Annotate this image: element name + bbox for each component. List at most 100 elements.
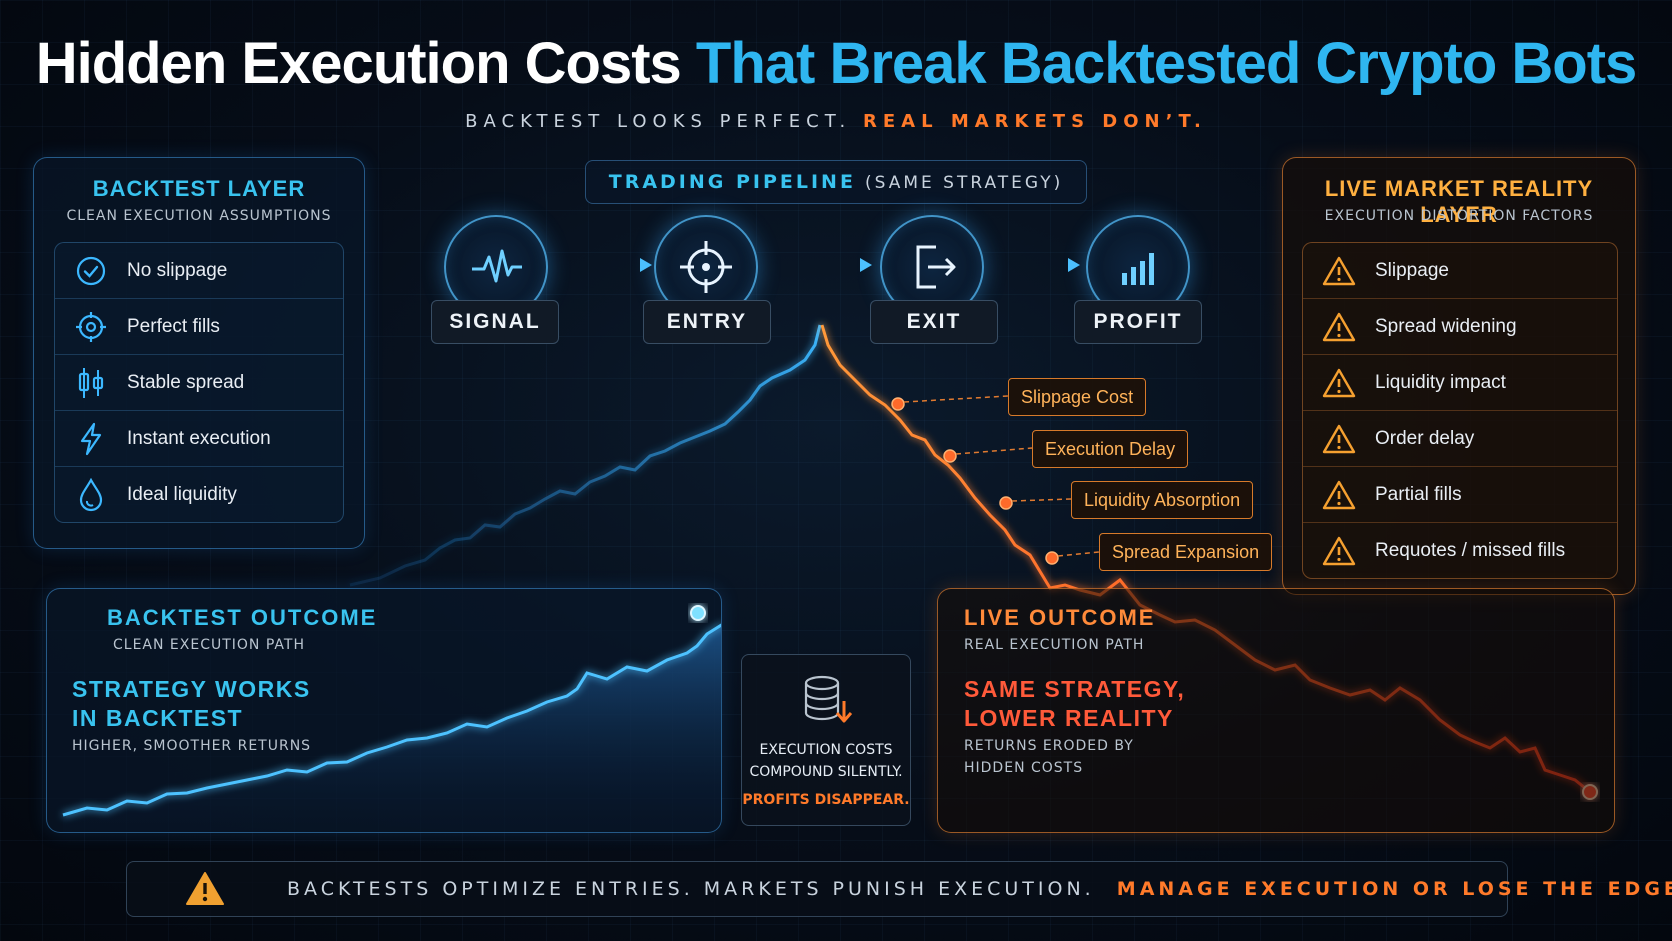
callout-marker <box>1045 551 1059 565</box>
callout-connector <box>955 447 1033 455</box>
callout-slippage-cost: Slippage Cost <box>1008 378 1147 416</box>
list-item-label: Spread widening <box>1375 315 1517 337</box>
callout-execution-delay: Execution Delay <box>1032 430 1189 468</box>
footer-banner: BACKTESTS OPTIMIZE ENTRIES. MARKETS PUNI… <box>126 861 1672 917</box>
page-title: Hidden Execution Costs That Break Backte… <box>0 30 1672 97</box>
list-item: Spread widening <box>1303 298 1617 354</box>
statement-line1: STRATEGY WORKS <box>72 676 311 702</box>
live-outcome-subheading: REAL EXECUTION PATH <box>964 637 1145 653</box>
candlestick-icon <box>73 365 109 401</box>
title-part2: That Break Backtested Crypto Bots <box>695 31 1637 96</box>
center-note-line2: COMPOUND SILENTLY. <box>749 764 903 780</box>
pipeline-arrow <box>860 258 872 272</box>
list-item-label: Instant execution <box>127 427 271 449</box>
callout-marker <box>943 449 957 463</box>
pipeline-arrow <box>1068 258 1080 272</box>
list-item-label: Requotes / missed fills <box>1375 539 1566 561</box>
footer-text-part1: BACKTESTS OPTIMIZE ENTRIES. MARKETS PUNI… <box>287 878 1095 900</box>
backtest-layer-panel: BACKTEST LAYER CLEAN EXECUTION ASSUMPTIO… <box>33 157 365 549</box>
list-item: Liquidity impact <box>1303 354 1617 410</box>
stage-label-signal: SIGNAL <box>431 300 559 344</box>
live-outcome-statement: SAME STRATEGY, LOWER REALITY <box>964 675 1185 733</box>
statement-line2: LOWER REALITY <box>964 705 1174 731</box>
callout-spread-expansion: Spread Expansion <box>1099 533 1273 571</box>
backtest-outcome-chart <box>62 605 721 832</box>
backtest-layer-heading: BACKTEST LAYER <box>92 176 306 201</box>
statement-line1: SAME STRATEGY, <box>964 676 1186 702</box>
footer-text: BACKTESTS OPTIMIZE ENTRIES. MARKETS PUNI… <box>287 862 1672 916</box>
pipeline-title: TRADING PIPELINE <box>608 171 856 193</box>
note-line2: HIDDEN COSTS <box>964 760 1084 776</box>
live-outcome-note: RETURNS ERODED BY HIDDEN COSTS <box>964 735 1134 779</box>
distortion-factors-list: Slippage Spread widening Liquidity impac… <box>1302 242 1618 579</box>
warning-icon <box>1321 477 1357 513</box>
live-outcome-panel: LIVE OUTCOME REAL EXECUTION PATH SAME ST… <box>937 588 1615 833</box>
droplet-icon <box>73 477 109 513</box>
live-layer-subheading: EXECUTION DISTORTION FACTORS <box>1324 208 1594 224</box>
list-item-label: Perfect fills <box>127 315 220 337</box>
list-item: Order delay <box>1303 410 1617 466</box>
list-item-label: Order delay <box>1375 427 1475 449</box>
callout-connector <box>1011 498 1072 502</box>
backtest-outcome-panel: BACKTEST OUTCOME CLEAN EXECUTION PATH ST… <box>46 588 722 833</box>
warning-icon <box>1321 309 1357 345</box>
statement-line2: IN BACKTEST <box>72 705 244 731</box>
list-item: Instant execution <box>55 410 343 466</box>
pipeline-label: TRADING PIPELINE (SAME STRATEGY) <box>585 160 1087 204</box>
callout-marker <box>999 496 1013 510</box>
lightning-icon <box>73 421 109 457</box>
backtest-outcome-statement: STRATEGY WORKS IN BACKTEST <box>72 675 311 733</box>
subtitle-part1: BACKTEST LOOKS PERFECT. <box>465 111 852 132</box>
backtest-outcome-note: HIGHER, SMOOTHER RETURNS <box>72 738 312 754</box>
pipeline-title-suffix: (SAME STRATEGY) <box>864 173 1064 193</box>
warning-icon <box>1321 365 1357 401</box>
title-part1: Hidden Execution Costs <box>35 31 682 96</box>
list-item-label: Partial fills <box>1375 483 1462 505</box>
callout-marker <box>891 397 905 411</box>
pulse-icon <box>472 249 522 283</box>
crosshair-icon <box>680 241 732 293</box>
stage-label-profit: PROFIT <box>1074 300 1202 344</box>
check-circle-icon <box>73 253 109 289</box>
pipeline-arrow <box>640 258 652 272</box>
center-note-text: EXECUTION COSTS COMPOUND SILENTLY. <box>742 739 910 783</box>
center-note-box: EXECUTION COSTS COMPOUND SILENTLY. PROFI… <box>741 654 911 826</box>
backtest-path-curve <box>349 324 822 587</box>
bar-chart-icon <box>1122 253 1154 285</box>
live-outcome-heading: LIVE OUTCOME <box>964 605 1156 630</box>
callout-connector <box>1057 551 1100 557</box>
list-item-label: Slippage <box>1375 259 1449 281</box>
note-line1: RETURNS ERODED BY <box>964 738 1134 754</box>
callout-connector <box>903 395 1009 403</box>
page-subtitle: BACKTEST LOOKS PERFECT. REAL MARKETS DON… <box>0 111 1672 132</box>
warning-icon <box>1321 533 1357 569</box>
list-item: Perfect fills <box>55 298 343 354</box>
list-item: Requotes / missed fills <box>1303 522 1617 578</box>
live-layer-heading: LIVE MARKET REALITY LAYER <box>1324 176 1594 227</box>
list-item: No slippage <box>55 243 343 298</box>
warning-icon <box>1321 421 1357 457</box>
callout-liquidity-absorption: Liquidity Absorption <box>1071 481 1254 519</box>
stage-label-entry: ENTRY <box>643 300 771 344</box>
list-item: Slippage <box>1303 243 1617 298</box>
backtest-outcome-subheading: CLEAN EXECUTION PATH <box>113 637 305 653</box>
warning-icon <box>185 871 225 911</box>
exit-icon <box>916 245 956 289</box>
target-icon <box>73 309 109 345</box>
subtitle-part2: REAL MARKETS DON’T. <box>863 111 1207 132</box>
list-item-label: Liquidity impact <box>1375 371 1506 393</box>
database-down-icon <box>798 671 858 735</box>
list-item: Stable spread <box>55 354 343 410</box>
list-item-label: Ideal liquidity <box>127 483 237 505</box>
backtest-layer-subheading: CLEAN EXECUTION ASSUMPTIONS <box>66 208 332 224</box>
stage-label-exit: EXIT <box>870 300 998 344</box>
center-note-line1: EXECUTION COSTS <box>759 742 893 758</box>
warning-icon <box>1321 253 1357 289</box>
list-item-label: No slippage <box>127 259 228 281</box>
live-market-layer-panel: LIVE MARKET REALITY LAYER EXECUTION DIST… <box>1282 157 1636 595</box>
backtest-assumptions-list: No slippage Perfect fills Stable spread … <box>54 242 344 523</box>
center-note-line3: PROFITS DISAPPEAR. <box>742 792 910 808</box>
backtest-outcome-heading: BACKTEST OUTCOME <box>107 605 378 630</box>
list-item: Ideal liquidity <box>55 466 343 522</box>
footer-text-part2: MANAGE EXECUTION OR LOSE THE EDGE. <box>1116 878 1672 900</box>
